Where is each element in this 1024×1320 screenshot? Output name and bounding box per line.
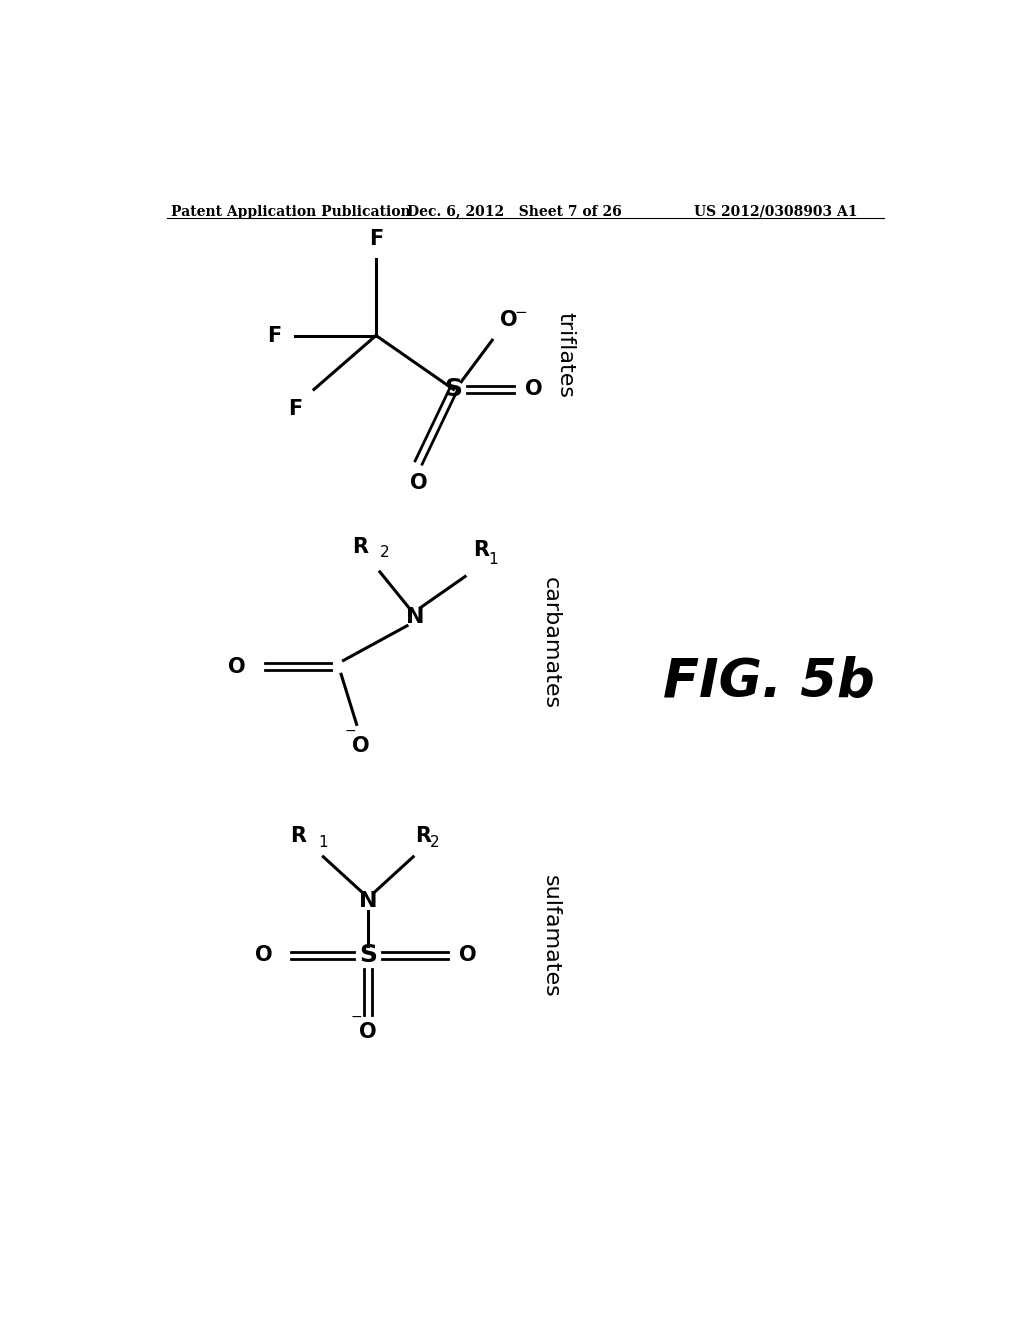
Text: FIG. 5b: FIG. 5b [663,656,874,708]
Text: 1: 1 [488,552,498,566]
Text: S: S [359,944,377,968]
Text: R: R [290,826,306,846]
Text: O: O [351,737,370,756]
Text: 1: 1 [317,834,328,850]
Text: O: O [255,945,272,965]
Text: O: O [410,474,427,494]
Text: O: O [500,310,517,330]
Text: US 2012/0308903 A1: US 2012/0308903 A1 [693,205,857,219]
Text: triflates: triflates [556,312,575,397]
Text: O: O [359,1022,377,1043]
Text: R: R [415,826,431,846]
Text: N: N [406,607,424,627]
Text: F: F [288,399,302,418]
Text: F: F [267,326,282,346]
Text: O: O [228,656,246,677]
Text: 2: 2 [380,545,389,561]
Text: sulfamates: sulfamates [541,875,560,998]
Text: −: − [345,725,356,738]
Text: carbamates: carbamates [541,577,560,710]
Text: R: R [473,540,488,561]
Text: O: O [524,379,543,400]
Text: O: O [459,945,476,965]
Text: F: F [369,230,383,249]
Text: R: R [352,537,369,557]
Text: N: N [359,891,378,911]
Text: Patent Application Publication: Patent Application Publication [171,205,411,219]
Text: −: − [514,305,526,321]
Text: Dec. 6, 2012   Sheet 7 of 26: Dec. 6, 2012 Sheet 7 of 26 [407,205,622,219]
Text: S: S [444,378,463,401]
Text: 2: 2 [430,834,440,850]
Text: −: − [350,1010,362,1024]
